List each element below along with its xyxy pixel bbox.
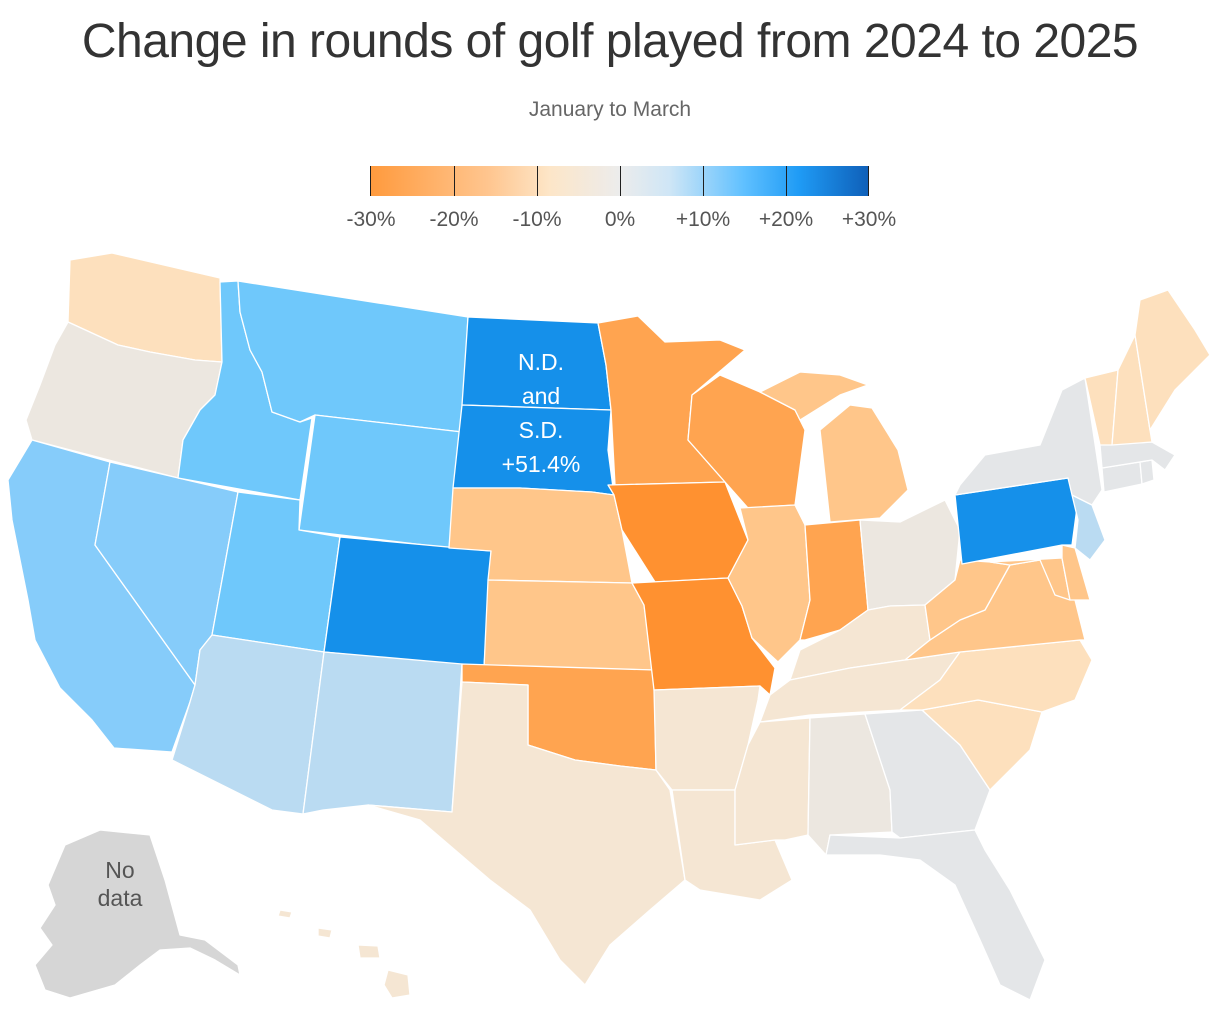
legend-tick-label: +10% [675, 208, 731, 231]
dakotas-label-value: +51.4% [502, 451, 581, 477]
legend-tick-mark [868, 166, 869, 196]
state-texas[interactable] [367, 681, 686, 986]
dakotas-label-line2: and [522, 383, 560, 409]
state-new-jersey[interactable] [1071, 494, 1106, 561]
legend-tick-label: 0% [604, 208, 636, 231]
legend-tick-label: +30% [841, 208, 897, 231]
legend-tick-mark [620, 166, 621, 196]
legend-tick-mark [454, 166, 455, 196]
legend-tick-mark [537, 166, 538, 196]
legend-tick-mark [370, 166, 371, 196]
legend-tick-label: -10% [512, 208, 562, 231]
state-kansas[interactable] [483, 579, 655, 671]
state-hawaii[interactable] [277, 909, 411, 999]
state-new-hampshire[interactable] [1111, 334, 1153, 446]
state-wisconsin[interactable] [687, 374, 806, 509]
chart-title: Change in rounds of golf played from 202… [81, 15, 1139, 68]
legend-tick-mark [786, 166, 787, 196]
state-maine[interactable] [1134, 289, 1211, 431]
chart-subtitle: January to March [528, 98, 692, 121]
alaska-label-line2: data [98, 885, 143, 911]
legend-tick-mark [703, 166, 704, 196]
state-michigan[interactable] [759, 371, 909, 523]
state-alaska[interactable] [34, 829, 241, 999]
state-florida[interactable] [825, 829, 1046, 1001]
legend-tick-label: -30% [346, 208, 396, 231]
state-new-mexico[interactable] [302, 651, 463, 815]
state-montana[interactable] [237, 280, 469, 433]
state-wyoming[interactable] [298, 414, 463, 549]
alaska-label-line1: No [105, 857, 134, 883]
state-colorado[interactable] [323, 536, 492, 669]
legend-tick-label: -20% [429, 208, 479, 231]
state-north-carolina[interactable] [899, 639, 1093, 713]
state-new-york[interactable] [954, 377, 1103, 506]
dakotas-label-line3: S.D. [519, 417, 564, 443]
dakotas-label-line1: N.D. [518, 349, 564, 375]
state-rhode-island[interactable] [1139, 459, 1155, 485]
legend-color-scale [370, 166, 869, 196]
state-delaware[interactable] [1061, 544, 1091, 601]
state-nebraska[interactable] [448, 487, 633, 584]
state-illinois[interactable] [727, 504, 811, 663]
legend-tick-label: +20% [758, 208, 814, 231]
